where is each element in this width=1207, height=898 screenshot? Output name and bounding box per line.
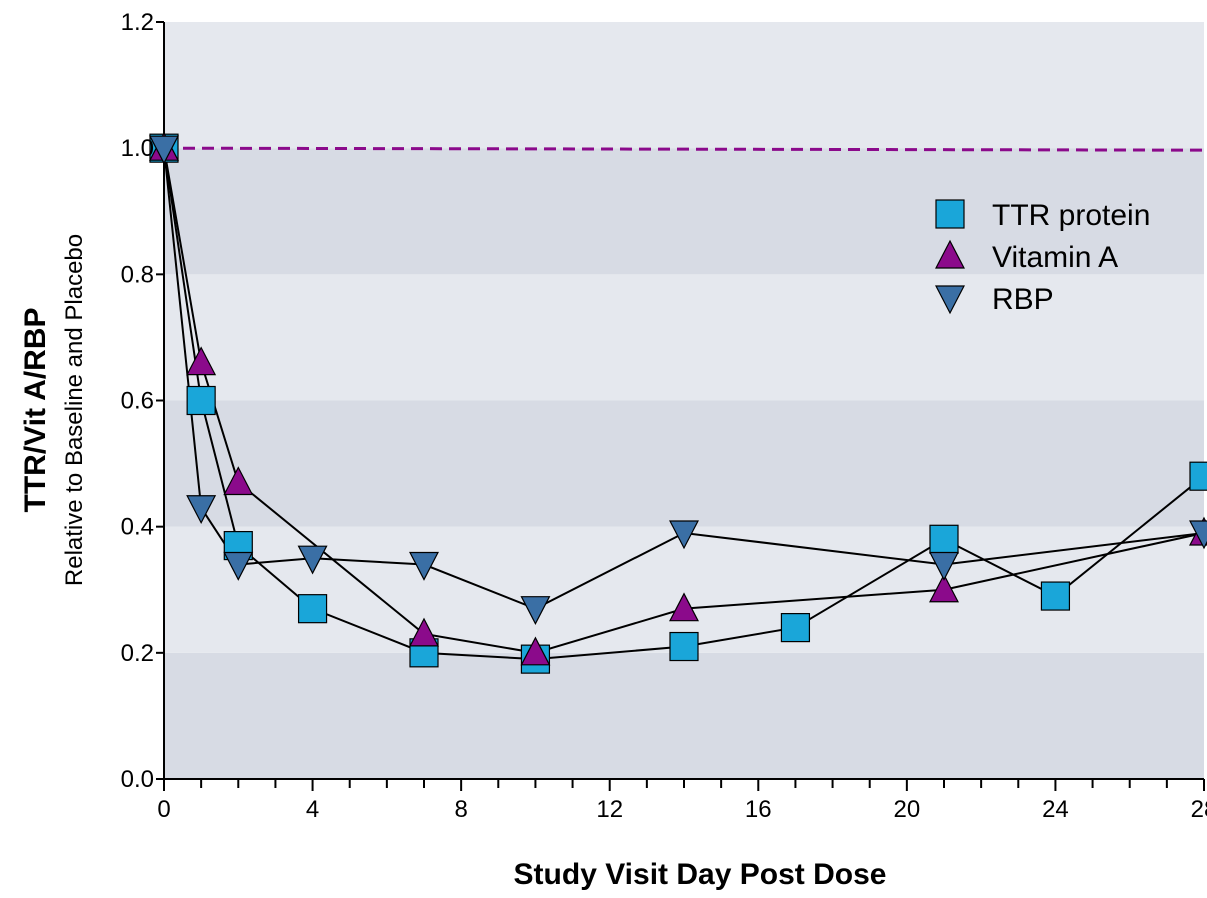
reference-line-group (163, 146, 1205, 152)
y-tick-label: 0.0 (121, 766, 154, 793)
point-rbp (1189, 520, 1207, 550)
x-tick-label: 8 (454, 796, 467, 823)
legend-marker-rbp (935, 285, 965, 315)
point-rbp (149, 135, 179, 165)
background-band (164, 652, 1204, 779)
background-band (164, 274, 1204, 401)
point-ttr-protein (669, 631, 699, 662)
background-band (164, 148, 1204, 275)
x-tick-label: 20 (894, 796, 921, 823)
y-tick-label: 0.2 (121, 640, 154, 667)
series-markers (149, 131, 1207, 674)
y-tick-label: 0.4 (121, 514, 154, 541)
point-vitamin-a (929, 573, 959, 603)
x-tick-label: 24 (1042, 796, 1069, 823)
reference-line (163, 146, 1205, 152)
y-tick-label: 0.8 (121, 261, 154, 288)
y-axis-subtitle: Relative to Baseline and Placebo (61, 234, 88, 586)
point-vitamin-a (223, 466, 254, 496)
point-vitamin-a (409, 617, 439, 647)
point-rbp (520, 596, 551, 625)
y-tick-label: 1.0 (121, 135, 154, 162)
x-axis-title: Study Visit Day Post Dose (514, 858, 887, 891)
legend-marker-ttr-protein (935, 199, 965, 229)
point-vitamin-a (186, 346, 217, 376)
x-tick-label: 4 (306, 796, 319, 823)
tick-labels: 0.0 0.2 0.4 0.6 0.8 1.0 1.2 0 4 8 12 16 20 24 28 (121, 9, 1207, 823)
point-ttr-protein (186, 385, 216, 416)
legend: TTR protein Vitamin A RBP (935, 199, 1150, 316)
legend-marker-vitamin-a (935, 239, 965, 269)
y-tick-label: 0.6 (121, 388, 154, 415)
background-bands (164, 22, 1204, 779)
point-ttr-protein (297, 594, 328, 624)
y-axis-title: TTR/Vit A/RBP (19, 307, 52, 512)
point-rbp (186, 495, 217, 525)
background-band (164, 22, 1204, 149)
x-tick-label: 16 (745, 796, 772, 823)
point-ttr-protein (1189, 461, 1207, 491)
point-rbp (223, 551, 254, 581)
legend-label: TTR protein (992, 199, 1150, 232)
x-tick-label: 28 (1191, 796, 1207, 823)
point-rbp (669, 520, 699, 550)
x-tick-label: 0 (157, 796, 170, 823)
x-tick-label: 12 (596, 796, 623, 823)
series-line (163, 147, 1205, 654)
point-ttr-protein (929, 524, 959, 554)
point-rbp (929, 551, 959, 581)
legend-label: RBP (992, 283, 1054, 316)
point-vitamin-a (520, 636, 551, 666)
point-rbp (409, 551, 439, 581)
y-tick-label: 1.2 (121, 9, 154, 36)
point-rbp (297, 545, 328, 575)
point-ttr-protein (780, 612, 811, 643)
background-band (164, 400, 1204, 527)
point-ttr-protein (1040, 581, 1071, 611)
point-vitamin-a (669, 592, 699, 622)
legend-label: Vitamin A (992, 241, 1118, 274)
